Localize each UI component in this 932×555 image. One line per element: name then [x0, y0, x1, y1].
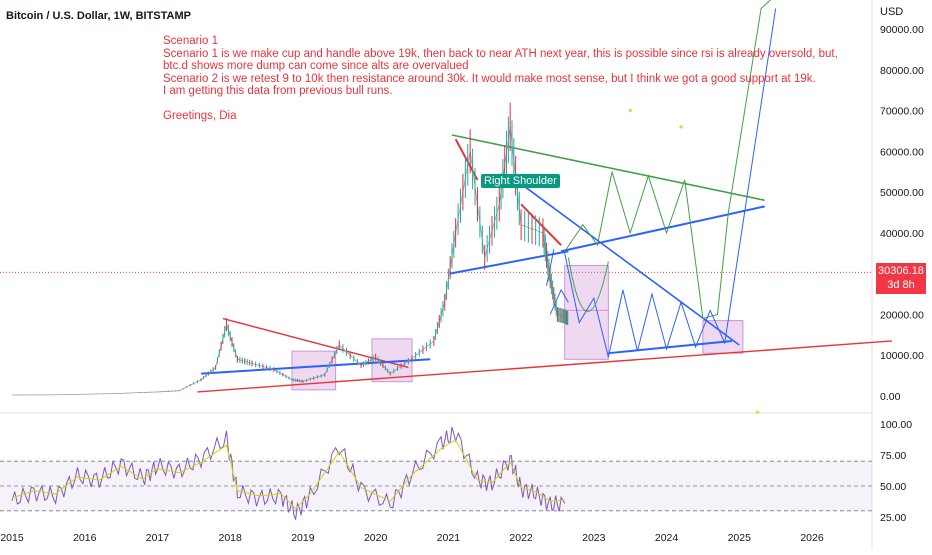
cup-curve [567, 257, 609, 312]
rsi-line [11, 426, 566, 520]
blue-base-line [201, 358, 431, 375]
price-tick-label: 40000.00 [880, 228, 924, 240]
marker-dot [628, 108, 632, 113]
note-line-7: Greetings, Dia [163, 110, 237, 122]
neckline-blue [449, 250, 569, 275]
last-price: 30306.18 [878, 265, 924, 277]
blue-rising-line [560, 205, 765, 253]
annotation-note: Scenario 1 Scenario 1 is we make cup and… [163, 35, 838, 123]
time-tick-label: 2018 [219, 532, 243, 544]
time-tick-label: 2022 [509, 532, 533, 544]
time-tick-label: 2024 [655, 532, 679, 544]
blue-support-line [608, 339, 733, 355]
note-line-4: Scenario 2 is we retest 9 to 10k then re… [163, 72, 816, 85]
price-tick-label: 20000.00 [880, 309, 924, 321]
rsi-tick-label: 25.00 [880, 512, 906, 524]
rsi-tick-label: 100.00 [880, 419, 912, 431]
note-line-6 [163, 98, 823, 111]
time-tick-label: 2015 [0, 532, 24, 544]
price-tick-label: 90000.00 [880, 24, 924, 36]
price-tick-label: 10000.00 [880, 350, 924, 362]
long-support-line [197, 340, 893, 393]
consolidation-box [564, 265, 609, 360]
price-tick-label: 0.00 [880, 391, 901, 403]
rsi-ma-line [11, 439, 565, 510]
last-price-badge: 30306.18 3d 8h [876, 263, 926, 294]
consolidation-box [702, 320, 744, 354]
green-resistance-line [451, 134, 765, 202]
scenario-2-path [564, 8, 777, 358]
note-line-1: Scenario 1 [163, 35, 218, 47]
price-tick-label: 50000.00 [880, 187, 924, 199]
time-tick-label: 2017 [146, 532, 170, 544]
note-line-2: Scenario 1 is we make cup and handle abo… [163, 47, 838, 60]
rsi-tick-label: 50.00 [880, 481, 906, 493]
marker-dot [755, 410, 760, 415]
note-line-3: btc.d shows more dump can come since alt… [163, 60, 469, 72]
time-tick-label: 2019 [291, 532, 315, 544]
note-line-5: I am getting this data from previous bul… [163, 85, 393, 97]
marker-dot [679, 125, 683, 129]
pullback-line-2 [549, 288, 569, 315]
chart-title: Bitcoin / U.S. Dollar, 1W, BITSTAMP [6, 10, 191, 22]
red-handle-line [520, 203, 562, 246]
price-tick-label: 70000.00 [880, 106, 924, 118]
time-tick-label: 2025 [728, 532, 752, 544]
time-tick-label: 2021 [437, 532, 461, 544]
currency-label: USD [880, 6, 904, 18]
red-shoulder-line [454, 138, 479, 181]
price-tick-label: 60000.00 [880, 146, 924, 158]
time-tick-label: 2020 [364, 532, 388, 544]
time-tick-label: 2026 [800, 532, 824, 544]
rsi-tick-label: 75.00 [880, 450, 906, 462]
price-tick-label: 80000.00 [880, 65, 924, 77]
bar-countdown: 3d 8h [887, 279, 915, 291]
scenario-1-path [564, 0, 772, 320]
time-tick-label: 2023 [582, 532, 606, 544]
right-shoulder-label: Right Shoulder [481, 174, 560, 188]
time-tick-label: 2016 [73, 532, 97, 544]
